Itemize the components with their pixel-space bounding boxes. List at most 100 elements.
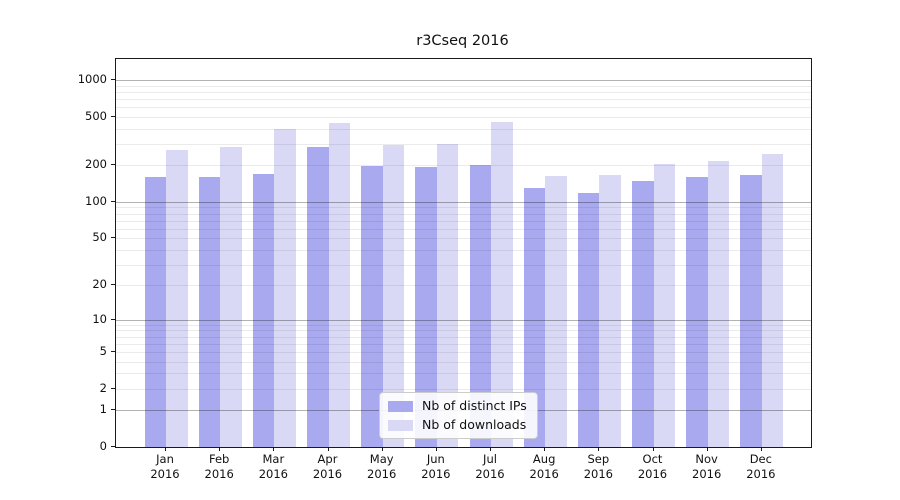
y-tick-label: 1000 — [77, 71, 107, 86]
x-tick-mark — [544, 447, 546, 451]
x-tick-mark — [435, 447, 437, 451]
x-tick-year: 2016 — [150, 467, 180, 481]
legend-label-distinct-ips: Nb of distinct IPs — [422, 398, 527, 413]
legend-swatch-distinct-ips — [388, 400, 413, 412]
gridline — [116, 98, 811, 100]
x-tick-year: 2016 — [746, 467, 776, 481]
x-tick-mark — [165, 447, 166, 451]
x-tick-label: Dec 2016 — [733, 452, 789, 482]
x-tick-month: Jun — [426, 452, 445, 466]
gridline — [116, 85, 811, 87]
x-tick-year: 2016 — [692, 467, 722, 481]
x-tick-label: Aug 2016 — [516, 452, 572, 482]
x-tick-month: Mar — [262, 452, 285, 466]
bar-downloads — [545, 175, 567, 447]
gridline — [116, 128, 811, 130]
x-tick-mark — [490, 447, 491, 451]
x-tick-mark — [273, 447, 275, 451]
x-tick-mark — [381, 447, 383, 451]
bar-downloads — [274, 128, 296, 447]
x-tick-month: Oct — [642, 452, 663, 466]
x-tick-month: Nov — [695, 452, 718, 466]
y-tick-label: 100 — [85, 193, 107, 208]
x-tick-month: May — [369, 452, 394, 466]
bar-distinct-ips — [307, 147, 329, 447]
bar-distinct-ips — [144, 177, 166, 447]
bar-distinct-ips — [415, 166, 437, 447]
chart-title: r3Cseq 2016 — [416, 33, 509, 49]
plot-area: Nb of distinct IPs Nb of downloads — [115, 58, 812, 448]
x-tick-label: Mar 2016 — [245, 452, 301, 482]
x-tick-label: May 2016 — [354, 452, 410, 482]
bar-downloads — [166, 150, 188, 447]
legend-swatch-downloads — [388, 419, 413, 431]
y-tick-mark — [111, 237, 115, 239]
y-tick-mark — [111, 387, 115, 389]
bar-downloads — [382, 144, 405, 447]
bar-downloads — [599, 175, 621, 447]
x-tick-mark — [706, 447, 708, 451]
x-tick-month: Dec — [749, 452, 772, 466]
x-tick-month: Feb — [208, 452, 230, 466]
y-tick-mark — [111, 409, 115, 411]
bar-downloads — [328, 122, 350, 447]
x-tick-year: 2016 — [204, 467, 234, 481]
bar-downloads — [491, 121, 513, 447]
legend: Nb of distinct IPs Nb of downloads — [379, 392, 538, 439]
bar-distinct-ips — [523, 188, 546, 447]
x-tick-month: Jul — [483, 452, 497, 466]
y-tick-label: 500 — [85, 108, 107, 123]
bar-downloads — [653, 163, 675, 447]
bar-distinct-ips — [686, 177, 708, 447]
x-tick-month: Apr — [317, 452, 338, 466]
y-tick-label: 10 — [92, 311, 107, 326]
y-tick-label: 2 — [99, 380, 107, 395]
y-tick-label: 0 — [99, 439, 107, 453]
bar-distinct-ips — [198, 177, 221, 447]
gridline — [116, 116, 811, 118]
x-tick-label: Nov 2016 — [679, 452, 735, 482]
y-tick-label: 50 — [92, 230, 107, 245]
x-tick-label: Apr 2016 — [300, 452, 356, 482]
x-tick-year: 2016 — [367, 467, 397, 481]
x-tick-mark — [760, 447, 762, 451]
x-tick-month: Jan — [156, 452, 174, 466]
bar-distinct-ips — [252, 173, 275, 447]
x-tick-label: Feb 2016 — [191, 452, 247, 482]
x-tick-year: 2016 — [529, 467, 559, 481]
x-tick-mark — [598, 447, 600, 451]
y-tick-mark — [111, 318, 115, 320]
x-tick-mark — [327, 447, 329, 451]
y-tick-mark — [111, 284, 115, 286]
x-tick-year: 2016 — [312, 467, 343, 481]
legend-label-downloads: Nb of downloads — [422, 417, 527, 432]
y-tick-label: 1 — [99, 402, 107, 417]
x-tick-year: 2016 — [583, 467, 613, 481]
bar-distinct-ips — [577, 193, 600, 447]
bar-downloads — [220, 146, 242, 447]
bar-distinct-ips — [740, 174, 762, 447]
x-tick-mark — [652, 447, 654, 451]
y-tick-mark — [111, 78, 115, 80]
y-tick-mark — [111, 164, 115, 166]
bar-downloads — [707, 161, 730, 447]
legend-item-distinct-ips: Nb of distinct IPs — [388, 399, 527, 413]
x-tick-mark — [219, 447, 221, 451]
bar-distinct-ips — [361, 165, 383, 447]
x-tick-label: Sep 2016 — [570, 452, 626, 482]
x-tick-month: Aug — [532, 452, 556, 466]
x-tick-year: 2016 — [475, 467, 505, 481]
y-tick-mark — [111, 115, 115, 117]
x-tick-year: 2016 — [258, 467, 288, 481]
gridline — [116, 107, 811, 109]
legend-item-downloads: Nb of downloads — [388, 418, 527, 432]
y-tick-label: 5 — [99, 343, 107, 358]
bar-distinct-ips — [469, 165, 491, 447]
bar-distinct-ips — [632, 180, 654, 447]
x-tick-label: Jan 2016 — [137, 452, 193, 482]
x-tick-year: 2016 — [637, 467, 668, 481]
y-tick-mark — [111, 446, 115, 447]
x-tick-label: Oct 2016 — [625, 452, 681, 482]
x-tick-year: 2016 — [421, 467, 451, 481]
y-tick-mark — [111, 200, 115, 202]
